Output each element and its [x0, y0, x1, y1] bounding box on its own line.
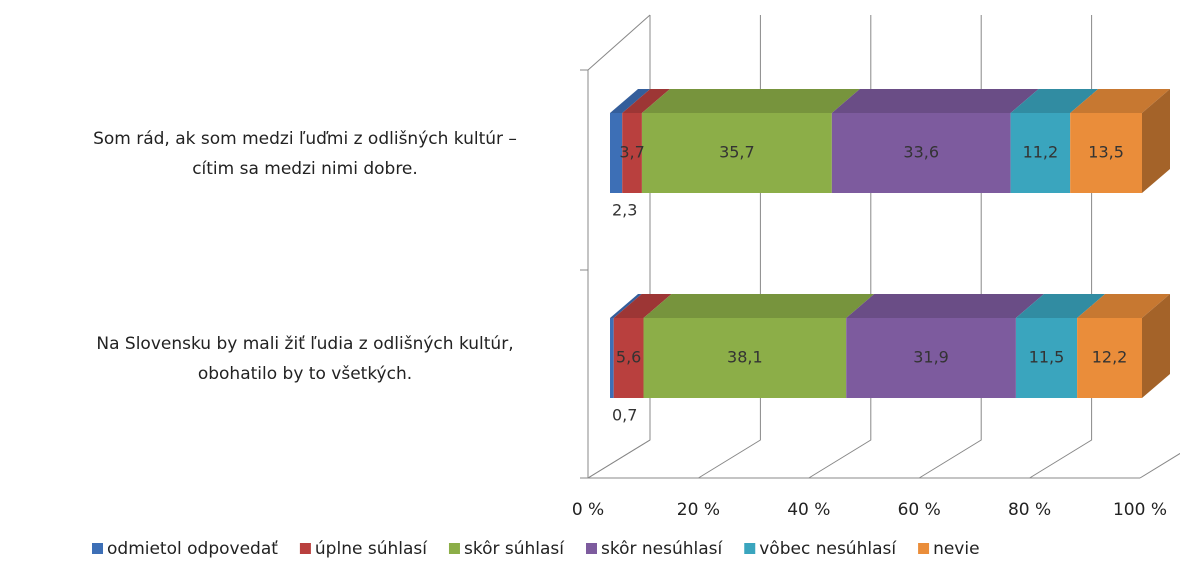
value-label: 2,3 [612, 201, 637, 220]
bar [831, 113, 1011, 193]
value-label: 11,2 [1023, 143, 1059, 162]
legend-label: vôbec nesúhlasí [759, 539, 897, 559]
bar [613, 318, 644, 398]
bar [1010, 113, 1071, 193]
bar-top [613, 294, 672, 318]
legend-marker [744, 543, 756, 554]
legend-label: úplne súhlasí [315, 539, 428, 559]
legend-marker [586, 543, 597, 554]
value-label: 13,5 [1088, 143, 1124, 162]
x-tick-label: 40 % [787, 500, 830, 520]
value-label: 38,1 [727, 348, 763, 367]
bar [1070, 113, 1142, 193]
bar [622, 113, 642, 193]
bar-top [641, 89, 860, 113]
x-tick-label: 80 % [1008, 500, 1051, 520]
value-label: 11,5 [1029, 348, 1065, 367]
bar-top [610, 294, 642, 318]
bar [643, 318, 847, 398]
bar-top [846, 294, 1044, 318]
legend-label: nevie [933, 539, 979, 559]
grid-line [698, 15, 761, 479]
bar-top [622, 89, 670, 113]
value-label: 0,7 [612, 406, 637, 425]
bar [846, 318, 1016, 398]
bar [641, 113, 832, 193]
x-tick-label: 60 % [898, 500, 941, 520]
grid-line [1139, 452, 1180, 479]
bar-top [610, 89, 651, 113]
bar-top [643, 294, 875, 318]
bar-top [1077, 294, 1170, 318]
category-label: Na Slovensku by mali žiť ľudia z odlišný… [96, 334, 513, 354]
x-tick-label: 0 % [572, 500, 604, 520]
legend-marker [299, 543, 311, 554]
value-label: 12,2 [1092, 348, 1128, 367]
category-label: Som rád, ak som medzi ľuďmi z odlišných … [93, 129, 517, 149]
bar [610, 318, 614, 398]
bar [1015, 318, 1078, 398]
legend-marker [448, 543, 460, 554]
grid-line [1029, 15, 1093, 479]
category-label: cítim sa medzi nimi dobre. [192, 159, 418, 179]
x-tick-label: 100 % [1113, 500, 1167, 520]
value-label: 3,7 [619, 143, 644, 162]
bar [610, 113, 623, 193]
value-label: 31,9 [913, 348, 949, 367]
x-tick-label: 20 % [677, 500, 720, 520]
legend-marker [92, 543, 103, 554]
grid-line [808, 15, 872, 479]
grid-line [918, 15, 982, 479]
legend-label: odmietol odpovedať [107, 539, 278, 559]
bar [1077, 318, 1142, 398]
legend-label: skôr súhlasí [464, 539, 565, 559]
bar-side [1142, 294, 1170, 398]
bar-top [1070, 89, 1170, 113]
bar-top [1010, 89, 1099, 113]
bar-side [1142, 89, 1170, 193]
axis-line [587, 14, 651, 71]
legend-label: skôr nesúhlasí [601, 539, 724, 559]
value-label: 35,7 [719, 143, 755, 162]
value-label: 5,6 [616, 348, 641, 367]
bar-top [831, 89, 1039, 113]
bar-top [1015, 294, 1106, 318]
value-label: 33,6 [903, 143, 939, 162]
category-label: obohatilo by to všetkých. [198, 364, 412, 384]
legend-marker [918, 543, 930, 554]
